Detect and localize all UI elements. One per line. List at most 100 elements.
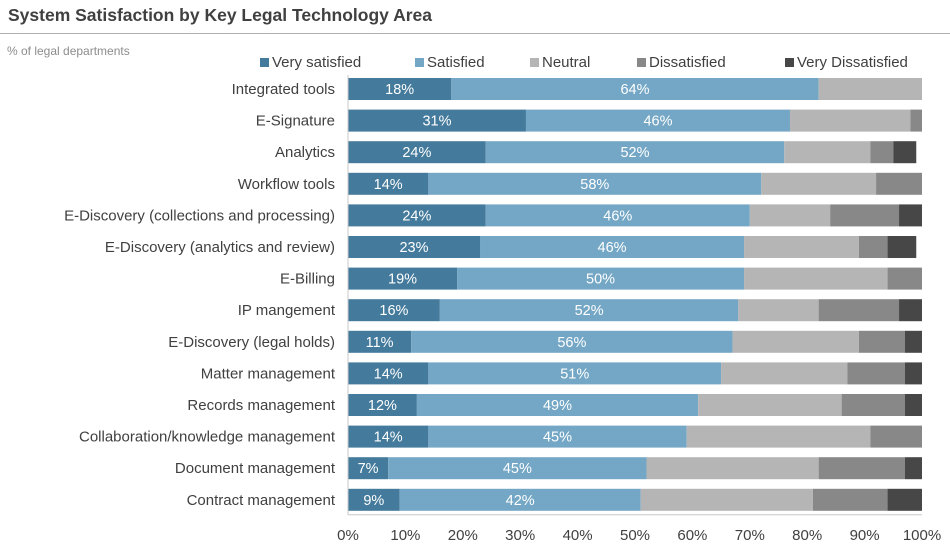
bar-segment-neutral xyxy=(744,267,888,290)
bar-segment-satisfied xyxy=(428,362,722,385)
bar-segment-very-satisfied xyxy=(348,488,400,511)
data-label: 42% xyxy=(506,493,535,509)
bar-segment-very-satisfied xyxy=(348,457,389,480)
bar-segment-dissatisfied xyxy=(910,109,922,132)
legend-swatch xyxy=(530,58,539,67)
data-label: 14% xyxy=(374,366,403,382)
bar-segment-very-satisfied xyxy=(348,267,458,290)
bar-segment-very-satisfied xyxy=(348,425,429,448)
category-label: Analytics xyxy=(275,144,335,161)
bar-segment-neutral xyxy=(749,204,831,227)
category-label: Workflow tools xyxy=(238,176,335,193)
bar-segment-neutral xyxy=(686,425,871,448)
title-divider xyxy=(0,33,950,34)
data-label: 12% xyxy=(368,398,397,414)
bar-segment-dissatisfied xyxy=(887,267,922,290)
data-label: 45% xyxy=(543,430,572,446)
bar-segment-very-satisfied xyxy=(348,141,486,164)
x-tick-label: 90% xyxy=(850,527,880,544)
bar-segment-very-dissatisfied xyxy=(887,236,917,258)
bar-segment-neutral xyxy=(818,78,922,100)
bar-segment-dissatisfied xyxy=(812,488,888,511)
data-label: 49% xyxy=(543,398,572,414)
bar-segment-neutral xyxy=(640,488,813,511)
data-label: 52% xyxy=(575,303,604,319)
data-label: 56% xyxy=(557,335,586,351)
legend-swatch xyxy=(260,58,269,67)
data-label: 46% xyxy=(603,208,632,224)
data-label: 14% xyxy=(374,177,403,193)
x-tick-label: 10% xyxy=(390,527,420,544)
bar-segment-very-satisfied xyxy=(348,299,440,322)
bar-segment-satisfied xyxy=(457,267,745,290)
bar-segment-dissatisfied xyxy=(847,362,905,385)
category-label: Records management xyxy=(187,397,335,414)
bar-segment-satisfied xyxy=(439,299,739,322)
chart-subtitle: % of legal departments xyxy=(7,44,130,58)
data-label: 23% xyxy=(399,240,428,256)
x-tick-label: 60% xyxy=(677,527,707,544)
bar-segment-neutral xyxy=(784,141,871,164)
bar-segment-dissatisfied xyxy=(818,299,900,322)
bar-segment-very-satisfied xyxy=(348,330,412,353)
bar-segment-satisfied xyxy=(428,425,687,448)
bar-segment-very-satisfied xyxy=(348,236,481,258)
category-label: Matter management xyxy=(201,365,336,382)
bar-segment-very-dissatisfied xyxy=(893,141,917,164)
category-label: Collaboration/knowledge management xyxy=(79,429,336,446)
bar-segment-satisfied xyxy=(451,78,819,100)
bar-segment-very-dissatisfied xyxy=(899,204,922,227)
legend-item: Very Dissatisfied xyxy=(785,54,908,71)
bar-segment-neutral xyxy=(646,457,819,480)
bar-segment-neutral xyxy=(698,394,842,416)
bar-segment-satisfied xyxy=(480,236,745,258)
data-label: 24% xyxy=(402,145,431,161)
bar-segment-neutral xyxy=(732,330,859,353)
data-label: 52% xyxy=(620,145,649,161)
x-tick-label: 20% xyxy=(448,527,478,544)
legend-label: Neutral xyxy=(542,54,591,71)
category-label: E-Discovery (analytics and review) xyxy=(105,239,335,256)
bar-segment-dissatisfied xyxy=(841,394,905,416)
bar-segment-very-dissatisfied xyxy=(887,488,922,511)
bar-segment-very-satisfied xyxy=(348,109,526,132)
bar-segment-very-dissatisfied xyxy=(899,299,922,322)
bar-segment-satisfied xyxy=(388,457,647,480)
bar-segment-dissatisfied xyxy=(830,204,900,227)
data-label: 31% xyxy=(422,114,451,130)
bar-segment-neutral xyxy=(761,172,877,195)
data-label: 11% xyxy=(366,335,394,351)
x-tick-label: 100% xyxy=(903,527,941,544)
category-label: Document management xyxy=(175,460,336,477)
data-label: 9% xyxy=(363,493,384,509)
legend-swatch xyxy=(415,58,424,67)
bar-segment-very-satisfied xyxy=(348,78,452,100)
data-label: 16% xyxy=(379,303,408,319)
bar-segment-dissatisfied xyxy=(858,236,888,258)
data-label: 58% xyxy=(580,177,609,193)
x-tick-label: 50% xyxy=(620,527,650,544)
legend-item: Satisfied xyxy=(415,54,485,71)
data-label: 51% xyxy=(560,366,589,382)
bar-segment-dissatisfied xyxy=(876,172,922,195)
legend-label: Very Dissatisfied xyxy=(797,54,908,71)
legend-item: Very satisfied xyxy=(260,54,361,71)
bar-segment-neutral xyxy=(744,236,859,258)
category-label: Integrated tools xyxy=(232,81,335,98)
data-label: 18% xyxy=(385,82,414,98)
bar-segment-satisfied xyxy=(428,172,762,195)
bar-segment-very-dissatisfied xyxy=(904,362,922,385)
category-label: E-Billing xyxy=(280,271,335,288)
bar-segment-very-satisfied xyxy=(348,362,429,385)
bar-segment-dissatisfied xyxy=(858,330,905,353)
category-label: E-Discovery (legal holds) xyxy=(168,334,335,351)
bar-segment-very-satisfied xyxy=(348,204,486,227)
bar-segment-satisfied xyxy=(411,330,733,353)
category-label: IP mangement xyxy=(238,302,336,319)
category-label: E-Discovery (collections and processing) xyxy=(64,207,335,224)
bar-segment-dissatisfied xyxy=(870,425,922,448)
bar-segment-dissatisfied xyxy=(870,141,894,164)
data-label: 46% xyxy=(598,240,627,256)
category-label: E-Signature xyxy=(256,113,335,130)
